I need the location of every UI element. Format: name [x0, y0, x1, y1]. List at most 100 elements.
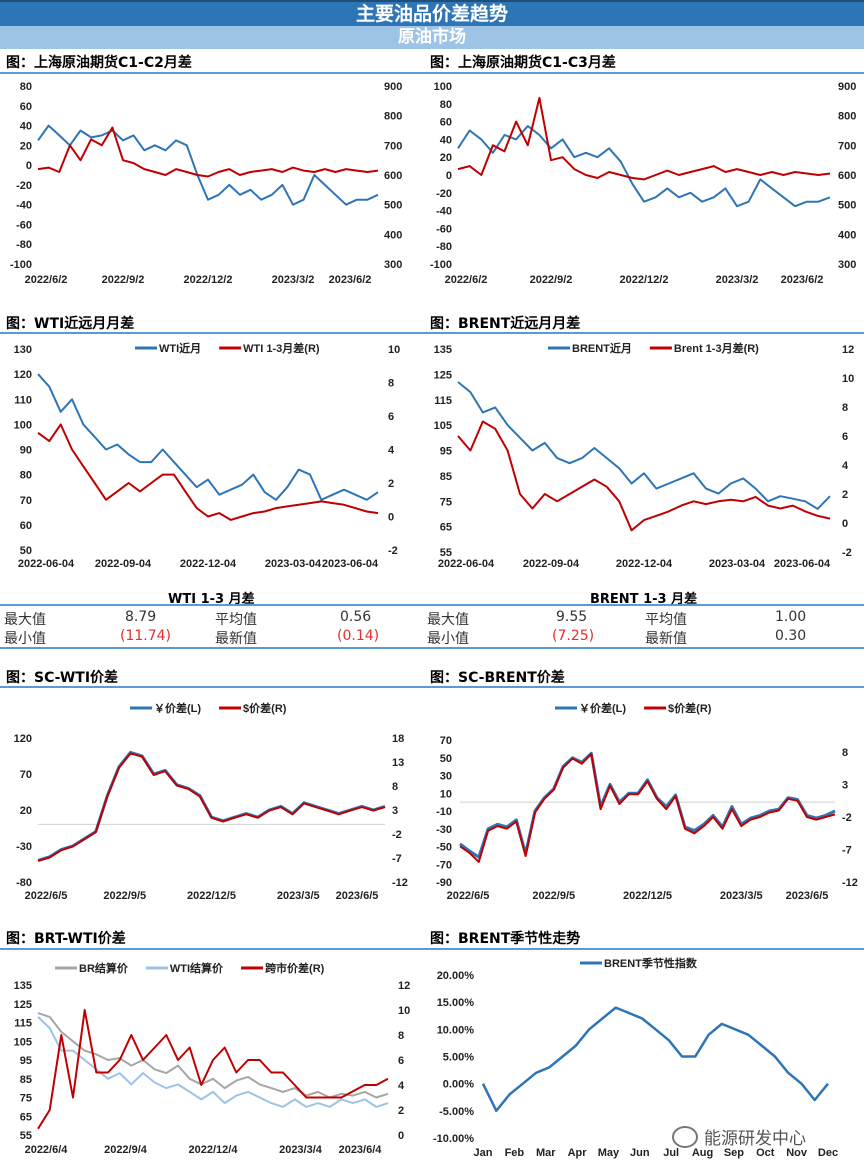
left-axis-tick-label: -20 [16, 180, 32, 192]
stat-label: 平均值 [215, 612, 257, 628]
x-axis-tick-label: 2022/9/2 [102, 274, 145, 286]
legend-label: WTI结算价 [170, 961, 224, 975]
x-axis-tick-label: Sep [724, 1147, 744, 1159]
divider [0, 647, 864, 649]
panel-title: 图：SC-BRENT价差 [430, 670, 565, 686]
right-axis-tick-label: 600 [838, 170, 856, 182]
series-line [37, 752, 386, 862]
left-axis-tick-label: 100 [434, 81, 452, 93]
right-axis-tick-label: 2 [398, 1105, 404, 1117]
panel-title: 图：SC-WTI价差 [6, 670, 119, 686]
left-axis-tick-label: -100 [10, 259, 32, 271]
divider [0, 686, 864, 688]
legend-label: ￥价差(L) [154, 701, 201, 715]
left-axis-tick-label: -10 [436, 806, 452, 818]
left-axis-tick-label: 20 [20, 805, 32, 817]
stat-value: 8.79 [125, 609, 157, 625]
left-axis-tick-label: 120 [14, 733, 32, 745]
left-axis-tick-label: -30 [436, 824, 452, 836]
stat-label: 最大值 [427, 612, 469, 628]
divider [0, 332, 864, 334]
x-axis-tick-label: 2023-03-04 [265, 558, 322, 570]
series-line [37, 373, 379, 501]
left-axis-tick-label: -70 [436, 859, 452, 871]
right-axis-tick-label: -12 [392, 877, 408, 889]
right-axis-tick-label: 8 [388, 378, 394, 390]
left-axis-tick-label: 10 [440, 788, 452, 800]
stat-value: (0.14) [337, 628, 380, 644]
right-axis-tick-label: 2 [842, 489, 848, 501]
panel-title: 图：WTI近远月月差 [6, 316, 135, 332]
series-line [37, 126, 379, 178]
x-axis-tick-label: 2022/6/2 [25, 274, 68, 286]
x-axis-tick-label: 2022-12-04 [180, 558, 237, 570]
left-axis-tick-label: 40 [20, 121, 32, 133]
stat-label: 最新值 [215, 631, 257, 647]
right-axis-tick-label: 8 [842, 402, 848, 414]
x-axis-tick-label: Oct [756, 1147, 775, 1159]
wechat-icon [672, 1125, 698, 1148]
right-axis-tick-label: 12 [842, 344, 854, 356]
left-axis-tick-label: 70 [20, 769, 32, 781]
x-axis-tick-label: Jun [630, 1147, 650, 1159]
series-line [457, 125, 831, 208]
legend-label: WTI 1-3月差(R) [243, 341, 320, 355]
left-axis-tick-label: 0.00% [443, 1079, 474, 1091]
left-axis-tick-label: 125 [14, 999, 32, 1011]
right-axis-tick-label: 4 [388, 445, 395, 457]
right-axis-tick-label: 900 [384, 81, 402, 93]
x-axis-tick-label: 2022/12/5 [187, 890, 236, 902]
left-axis-tick-label: -80 [16, 239, 32, 251]
stat-value: 0.30 [775, 628, 807, 644]
x-axis-tick-label: Feb [505, 1147, 525, 1159]
left-axis-tick-label: 85 [440, 471, 452, 483]
left-axis-tick-label: -100 [430, 259, 452, 271]
legend-label: BRENT季节性指数 [604, 956, 698, 970]
left-axis-tick-label: 20 [440, 152, 452, 164]
left-axis-tick-label: 135 [434, 344, 452, 356]
right-axis-tick-label: 10 [398, 1005, 410, 1017]
x-axis-tick-label: 2022/9/5 [532, 890, 575, 902]
right-axis-tick-label: 6 [842, 431, 848, 443]
stat-value: 1.00 [775, 609, 807, 625]
series-line [37, 1012, 389, 1099]
series-line [37, 124, 379, 206]
left-axis-tick-label: -5.00% [439, 1106, 474, 1118]
left-axis-tick-label: 60 [20, 520, 32, 532]
stats-title: WTI 1-3 月差 [168, 592, 255, 607]
series-line [457, 96, 831, 181]
x-axis-tick-label: 2022/12/2 [184, 274, 233, 286]
stats-title: BRENT 1-3 月差 [590, 592, 698, 607]
right-axis-tick-label: 8 [392, 781, 398, 793]
watermark-text: 能源研发中心 [704, 1129, 806, 1149]
stat-label: 最大值 [4, 612, 46, 628]
x-axis-tick-label: 2022-06-04 [18, 558, 75, 570]
left-axis-tick-label: -10.00% [433, 1133, 474, 1145]
left-axis-tick-label: -50 [436, 842, 452, 854]
x-axis-tick-label: 2023/3/4 [279, 1144, 323, 1156]
stat-label: 最新值 [645, 631, 687, 647]
x-axis-tick-label: 2022-06-04 [438, 558, 495, 570]
left-axis-tick-label: 70 [440, 735, 452, 747]
x-axis-tick-label: Apr [568, 1147, 588, 1159]
x-axis-tick-label: Mar [536, 1147, 556, 1159]
x-axis-tick-label: 2023/6/2 [781, 274, 824, 286]
left-axis-tick-label: 55 [440, 547, 452, 559]
left-axis-tick-label: 105 [434, 420, 452, 432]
right-axis-tick-label: 3 [392, 805, 398, 817]
stat-value: 9.55 [556, 609, 588, 625]
right-axis-tick-label: 0 [842, 518, 848, 530]
divider [0, 72, 864, 74]
right-axis-tick-label: 6 [388, 411, 394, 423]
right-axis-tick-label: 8 [842, 747, 848, 759]
legend-label: WTI近月 [159, 341, 201, 355]
legend-label: 跨市价差(R) [265, 961, 325, 975]
right-axis-tick-label: 10 [842, 373, 854, 385]
x-axis-tick-label: 2022/6/4 [25, 1144, 69, 1156]
panel-title: 图：BRENT季节性走势 [430, 931, 581, 947]
right-axis-tick-label: 0 [398, 1130, 404, 1142]
panel-title: 图：BRT-WTI价差 [6, 931, 126, 947]
right-axis-tick-label: 6 [398, 1055, 404, 1067]
left-axis-tick-label: 85 [20, 1074, 32, 1086]
